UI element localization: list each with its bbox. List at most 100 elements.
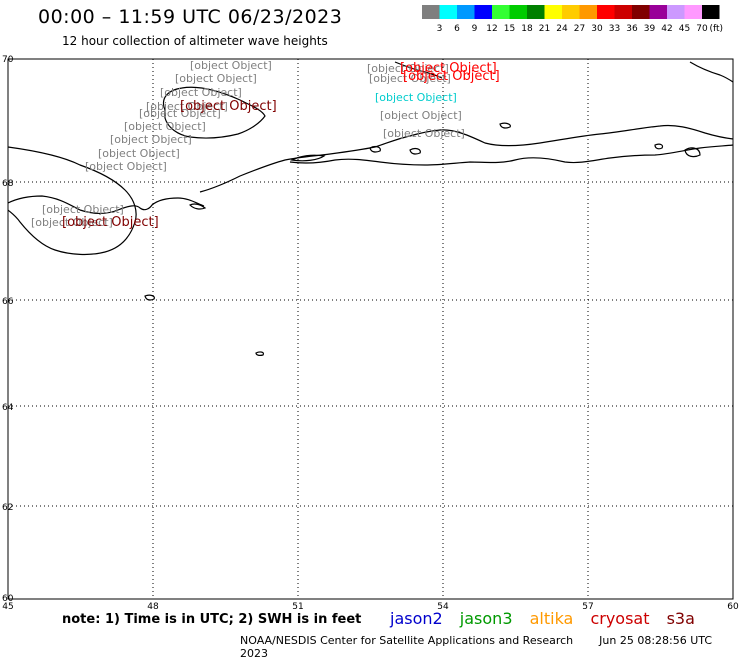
- graticule: [8, 59, 733, 599]
- map-frame: [7, 58, 734, 600]
- track-time-label: [object Object]: [62, 215, 159, 230]
- legend-label: 33: [609, 24, 620, 34]
- lat-label: 66: [2, 297, 14, 307]
- legend-label: 24: [556, 24, 568, 34]
- island-kolguev: [162, 86, 266, 139]
- legend-label: 39: [644, 24, 656, 34]
- swh-label: [object Object]: [175, 72, 257, 85]
- swh-label: [object Object]: [124, 120, 206, 133]
- track-time-label: [object Object]: [400, 61, 497, 76]
- islet-4: [369, 145, 381, 153]
- legend-label: 21: [539, 24, 550, 34]
- legend-swatch: [667, 5, 685, 19]
- islet-5: [409, 147, 421, 155]
- lon-label: 48: [147, 602, 159, 612]
- legend-swatch: [562, 5, 580, 19]
- footer-credit: NOAA/NESDIS Center for Satellite Applica…: [240, 634, 740, 660]
- legend-swatch: [702, 5, 720, 19]
- swh-label: [object Object]: [139, 107, 221, 120]
- legend-swatch: [527, 5, 545, 19]
- legend-swatch: [422, 5, 440, 19]
- island-dolgiy: [290, 154, 326, 162]
- swh-label: [object Object]: [146, 100, 228, 113]
- legend-swatch: [474, 5, 492, 19]
- legend-label: 42: [661, 24, 672, 34]
- lat-label: 70: [2, 55, 14, 65]
- islet-7: [654, 143, 664, 150]
- islet-6: [499, 122, 511, 129]
- lat-label: 68: [2, 179, 14, 189]
- lon-label: 45: [2, 602, 13, 612]
- coastline-north-central: [394, 61, 443, 79]
- legend-swatch: [544, 5, 562, 19]
- legend-label: 9: [472, 24, 478, 34]
- swh-label: [object Object]: [85, 160, 167, 173]
- legend-label: 70: [696, 24, 708, 34]
- satellite-altika: altika: [529, 609, 574, 628]
- islet-1: [144, 294, 155, 301]
- track-labels: [object Object] [object Object] [object …: [31, 59, 500, 230]
- swh-label: [object Object]: [383, 127, 465, 140]
- swh-label: [object Object]: [42, 203, 124, 216]
- swh-label: [object Object]: [190, 59, 272, 72]
- legend-swatch: [439, 5, 457, 19]
- page-subtitle: 12 hour collection of altimeter wave hei…: [62, 34, 328, 48]
- legend-swatch: [597, 5, 615, 19]
- satellite-jason3: jason3: [459, 609, 513, 628]
- legend-label: 3: [437, 24, 443, 34]
- swh-label: [object Object]: [98, 147, 180, 160]
- swh-label: [object Object]: [380, 109, 462, 122]
- coastline-bay-south: [289, 144, 734, 166]
- legend-swatch: [509, 5, 527, 19]
- legend-unit: (ft): [710, 24, 724, 34]
- swh-label: [object Object]: [367, 62, 449, 75]
- legend-swatch: [632, 5, 650, 19]
- lon-label: 57: [582, 602, 593, 612]
- swh-label: [object Object]: [31, 216, 113, 229]
- islet-8: [684, 147, 701, 158]
- swh-label: [object Object]: [369, 72, 451, 85]
- lat-label: 62: [2, 503, 13, 513]
- lon-label: 54: [437, 602, 449, 612]
- coastline-mainland-west: [7, 146, 137, 256]
- satellite-jason2: jason2: [390, 609, 443, 628]
- legend-label: 30: [591, 24, 603, 34]
- track-time-label: [object Object]: [180, 99, 277, 114]
- coastline: [7, 61, 734, 356]
- legend-swatch: [579, 5, 597, 19]
- legend-label: 36: [626, 24, 638, 34]
- lat-label: 60: [2, 594, 14, 604]
- lat-label: 64: [2, 403, 14, 413]
- swh-label: [object Object]: [160, 86, 242, 99]
- lat-labels: 70 68 66 64 62 60: [2, 55, 14, 604]
- legend-label: 12: [486, 24, 497, 34]
- note-text: note: 1) Time is in UTC; 2) SWH is in fe…: [62, 612, 362, 627]
- track-time-label: [object Object]: [403, 69, 500, 84]
- coastline-northeast: [689, 61, 734, 83]
- legend-label: 45: [679, 24, 690, 34]
- islet-2: [255, 351, 265, 356]
- legend-swatch: [649, 5, 667, 19]
- swh-label: [object Object]: [110, 133, 192, 146]
- legend-label: 15: [504, 24, 515, 34]
- legend-label: 27: [574, 24, 585, 34]
- lon-label: 60: [727, 602, 739, 612]
- legend-swatch: [457, 5, 475, 19]
- legend-swatch: [684, 5, 702, 19]
- legend-swatch: [492, 5, 510, 19]
- satellite-legend: jason2 jason3 altika cryosat s3a: [390, 609, 707, 628]
- coastline-pechora-coast: [199, 124, 734, 193]
- swh-label: [object Object]: [375, 91, 457, 104]
- altimeter-map: 70 68 66 64 62 60 45 48 51 54 57 60 [obj…: [2, 55, 739, 612]
- credit-text: NOAA/NESDIS Center for Satellite Applica…: [240, 634, 574, 647]
- legend-swatch: [614, 5, 632, 19]
- islet-3: [188, 203, 207, 210]
- satellite-s3a: s3a: [666, 609, 695, 628]
- satellite-cryosat: cryosat: [590, 609, 650, 628]
- page-title: 00:00 – 11:59 UTC 06/23/2023: [38, 6, 343, 28]
- legend-label: 18: [521, 24, 533, 34]
- legend-label: 6: [454, 24, 460, 34]
- lon-labels: 45 48 51 54 57 60: [2, 602, 739, 612]
- color-legend: 3 6 9 12 15 18 21 24 27 30 33 36 39 42 45 70 (ft): [422, 5, 724, 34]
- coastline-kanin-shore: [7, 195, 205, 214]
